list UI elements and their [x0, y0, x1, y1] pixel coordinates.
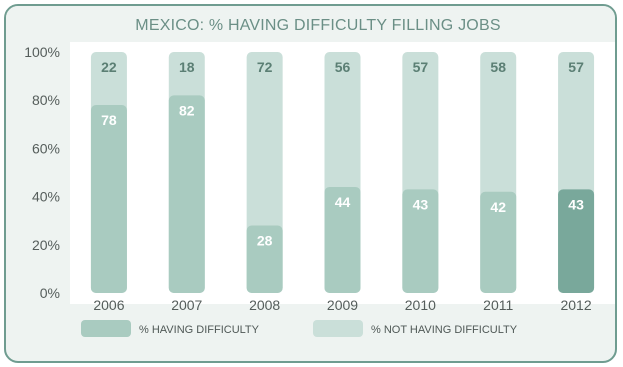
- y-axis: 0% 20% 40% 60% 80% 100%: [24, 44, 60, 301]
- y-tick-label: 100%: [24, 44, 60, 60]
- value-label-having-difficulty: 78: [101, 112, 117, 128]
- value-label-having-difficulty: 44: [335, 194, 351, 210]
- legend-label-having-difficulty: % HAVING DIFFICULTY: [139, 324, 260, 336]
- bar-having-difficulty: [246, 225, 283, 293]
- title-band: [6, 6, 615, 40]
- bar-group-2010: 57 43: [402, 52, 439, 293]
- value-label-having-difficulty: 42: [490, 199, 506, 215]
- x-tick-label: 2009: [327, 297, 358, 313]
- bar-group-2011: 58 42: [480, 52, 517, 293]
- y-tick-label: 0%: [40, 285, 60, 301]
- x-tick-label: 2011: [483, 297, 513, 313]
- bar-having-difficulty: [324, 186, 361, 293]
- bar-group-2012: 57 43: [558, 52, 595, 293]
- value-label-not-having-difficulty: 57: [413, 59, 429, 75]
- x-axis: 2006 2007 2008 2009 2010 2011 2012: [93, 297, 592, 313]
- value-label-having-difficulty: 82: [179, 102, 195, 118]
- bar-having-difficulty: [168, 95, 205, 293]
- y-tick-label: 80%: [32, 92, 60, 108]
- y-tick-label: 40%: [32, 189, 60, 205]
- legend-label-not-having-difficulty: % NOT HAVING DIFFICULTY: [371, 324, 518, 336]
- y-tick-label: 20%: [32, 237, 60, 253]
- value-label-having-difficulty: 43: [413, 196, 429, 212]
- value-label-not-having-difficulty: 22: [101, 59, 117, 75]
- value-label-not-having-difficulty: 18: [179, 59, 195, 75]
- value-label-not-having-difficulty: 56: [335, 59, 351, 75]
- value-label-not-having-difficulty: 72: [257, 59, 273, 75]
- bar-having-difficulty: [402, 189, 439, 293]
- value-label-not-having-difficulty: 58: [490, 59, 506, 75]
- bar-group-2006: 22 78: [90, 52, 127, 294]
- chart-frame: MEXICO: % HAVING DIFFICULTY FILLING JOBS…: [4, 4, 617, 363]
- legend-swatch-not-having-difficulty: [313, 320, 363, 337]
- y-tick-label: 60%: [32, 140, 60, 156]
- chart-title: MEXICO: % HAVING DIFFICULTY FILLING JOBS: [135, 17, 500, 34]
- bar-having-difficulty: [480, 191, 517, 293]
- value-label-having-difficulty: 28: [257, 233, 273, 249]
- x-tick-label: 2008: [249, 297, 280, 313]
- value-label-not-having-difficulty: 57: [568, 59, 584, 75]
- bar-having-difficulty: [558, 189, 595, 293]
- value-label-having-difficulty: 43: [568, 196, 584, 212]
- chart-svg: MEXICO: % HAVING DIFFICULTY FILLING JOBS…: [6, 6, 615, 337]
- bar-group-2008: 72 28: [246, 52, 283, 293]
- x-tick-label: 2012: [560, 297, 591, 313]
- bar-having-difficulty: [90, 105, 127, 294]
- x-tick-label: 2007: [171, 297, 202, 313]
- legend: % HAVING DIFFICULTY % NOT HAVING DIFFICU…: [81, 320, 518, 337]
- bar-group-2009: 56 44: [324, 52, 361, 293]
- x-tick-label: 2006: [93, 297, 124, 313]
- legend-swatch-having-difficulty: [81, 320, 131, 337]
- x-tick-label: 2010: [405, 297, 436, 313]
